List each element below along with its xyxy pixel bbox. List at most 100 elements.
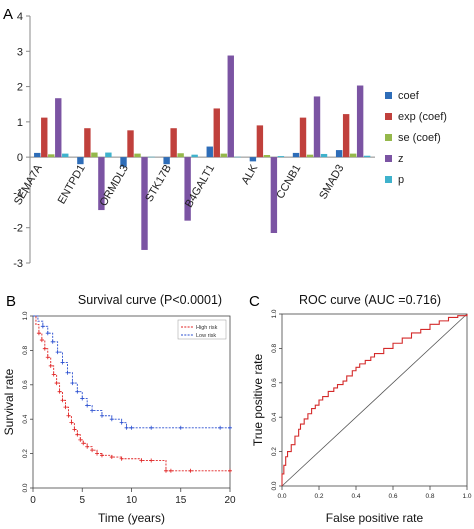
x-tick-label: 10 <box>126 495 138 506</box>
legend-label-coef: coef <box>398 90 420 102</box>
y-tick-label: 0.6 <box>22 380 29 389</box>
bar-exp-coef-stk17b <box>170 128 177 158</box>
bar-se-coef-ormdl3 <box>134 153 141 158</box>
censor-mark-high-risk <box>228 468 232 473</box>
censor-mark-high-risk <box>95 451 100 456</box>
censor-mark-low-risk <box>45 331 50 336</box>
bar-se-coef-entpd1 <box>91 152 98 158</box>
bar-p-smad3 <box>363 155 371 158</box>
bar-se-coef-sema7a <box>48 154 55 158</box>
y-tick-label: 3 <box>17 46 23 58</box>
bar-z-ormdl3 <box>141 157 148 250</box>
bar-coef-alk <box>249 157 257 162</box>
panel-b-survival-curve: Survival curve (P<0.0001) 0 5 10 15 20 0.0 0.2 0… <box>2 293 236 525</box>
panel-c-letter: C <box>249 293 260 310</box>
panel-c-roc-curve: ROC curve (AUC =0.716) 0.0 0.2 0.4 0.6 0.8 1.0… <box>251 293 472 525</box>
censor-mark-high-risk <box>69 420 74 425</box>
y-tick-label: 0.8 <box>22 346 29 355</box>
bar-exp-coef-ormdl3 <box>127 130 134 158</box>
censor-mark-low-risk <box>60 360 65 365</box>
censor-mark-low-risk <box>149 425 154 430</box>
censor-mark-high-risk <box>188 468 193 473</box>
censor-mark-low-risk <box>218 425 223 430</box>
x-tick-label: 0.8 <box>425 493 434 500</box>
censor-mark-low-risk <box>55 350 60 355</box>
bar-p-alk <box>277 156 285 158</box>
censor-mark-high-risk <box>51 372 56 377</box>
legend-swatch-exp-coef <box>385 113 392 120</box>
legend-box-b <box>177 319 227 340</box>
bar-exp-coef-sema7a <box>41 117 48 158</box>
legend-label-p: p <box>398 174 404 186</box>
censor-mark-low-risk <box>65 370 70 375</box>
censor-mark-high-risk <box>45 355 50 360</box>
legend-swatch-se-coef <box>385 134 392 141</box>
y-tick-label: 1.0 <box>22 311 29 320</box>
legend-label-low-risk: Low risk <box>196 333 216 339</box>
panel-a-letter: A <box>3 6 13 23</box>
legend-a: coef exp (coef) se (coef) zp <box>385 90 447 186</box>
bar-p-sema7a <box>62 153 69 158</box>
censor-mark-low-risk <box>40 324 45 329</box>
censor-mark-high-risk <box>99 453 104 458</box>
bar-se-coef-ccnb1 <box>306 154 314 158</box>
bar-z-alk <box>270 157 278 234</box>
roc-curve-line <box>281 314 468 486</box>
bar-coef-stk17b <box>163 157 170 165</box>
bar-coef-smad3 <box>335 150 343 158</box>
censor-mark-high-risk <box>109 455 114 460</box>
censor-mark-low-risk <box>228 425 232 430</box>
censor-mark-high-risk <box>66 413 71 418</box>
category-label-ccnb1: CCNB1 <box>274 163 303 201</box>
censor-mark-high-risk <box>168 468 173 473</box>
y-axis-label-c: True positive rate <box>251 354 265 447</box>
censor-mark-high-risk <box>78 437 83 442</box>
bar-p-entpd1 <box>105 152 112 158</box>
y-tick-label: 0.8 <box>271 344 278 353</box>
y-tick-label: 0.6 <box>271 378 278 387</box>
category-label-smad3: SMAD3 <box>317 163 346 202</box>
bar-p-ormdl3 <box>148 156 155 158</box>
y-tick-label: 0 <box>17 152 23 164</box>
chart-title-c: ROC curve (AUC =0.716) <box>299 293 441 307</box>
y-tick-label: 0.2 <box>271 447 278 456</box>
x-tick-label: 0.4 <box>351 493 360 500</box>
censor-mark-low-risk <box>70 381 75 386</box>
bar-coef-sema7a <box>34 152 41 158</box>
x-tick-label: 0.6 <box>388 493 397 500</box>
censor-mark-high-risk <box>90 448 95 453</box>
censor-mark-high-risk <box>72 427 77 432</box>
bar-se-coef-b4galt1 <box>220 153 227 158</box>
bar-z-ccnb1 <box>313 96 321 158</box>
censor-mark-high-risk <box>54 381 59 386</box>
censor-mark-high-risk <box>48 363 53 368</box>
y-tick-label: 0.4 <box>271 412 278 421</box>
censor-mark-high-risk <box>57 389 62 394</box>
category-label-stk17b: STK17B <box>143 163 174 204</box>
bar-exp-coef-entpd1 <box>84 128 91 158</box>
legend-b: High risk Low risk <box>177 319 227 340</box>
censor-mark-low-risk <box>80 396 85 401</box>
bar-coef-b4galt1 <box>206 146 213 158</box>
censor-mark-low-risk <box>85 403 90 408</box>
censor-mark-high-risk <box>39 338 44 343</box>
x-tick-label: 5 <box>79 495 85 506</box>
x-tick-label: 0 <box>30 495 36 506</box>
x-tick-label: 15 <box>175 495 187 506</box>
bar-exp-coef-b4galt1 <box>213 108 220 158</box>
legend-swatch-p <box>385 176 392 183</box>
censor-mark-high-risk <box>60 398 65 403</box>
bar-se-coef-smad3 <box>349 153 357 158</box>
legend-label-exp-coef: exp (coef) <box>398 111 447 123</box>
bar-exp-coef-smad3 <box>342 114 350 158</box>
panel-b-letter: B <box>6 293 16 310</box>
bar-coef-ccnb1 <box>292 152 300 158</box>
y-tick-label: 0.2 <box>22 449 29 458</box>
y-tick-label: 1.0 <box>271 309 278 318</box>
y-tick-label: 2 <box>17 82 23 94</box>
legend-label-high-risk: High risk <box>196 325 218 331</box>
y-tick-label: -2 <box>13 223 23 235</box>
y-tick-label: 4 <box>17 11 23 23</box>
x-tick-label: 0.2 <box>314 493 323 500</box>
censor-mark-high-risk <box>36 331 41 336</box>
